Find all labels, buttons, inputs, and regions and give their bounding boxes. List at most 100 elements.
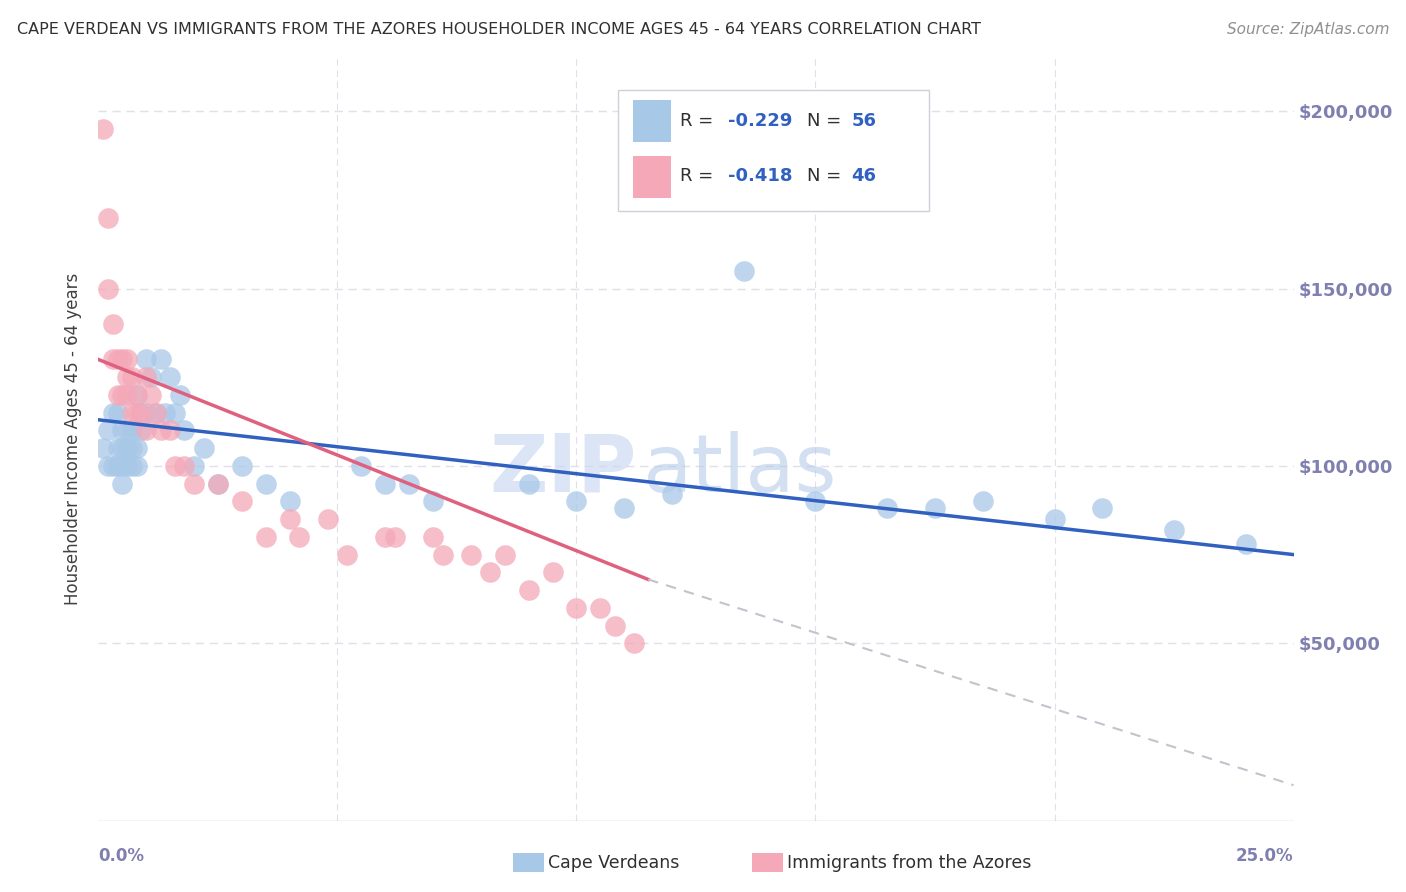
- Point: [517, 476, 540, 491]
- Point: [169, 388, 191, 402]
- Point: [115, 424, 138, 438]
- Point: [149, 352, 172, 367]
- Text: Cape Verdeans: Cape Verdeans: [548, 854, 679, 871]
- Text: 0.0%: 0.0%: [98, 847, 145, 865]
- Point: [278, 494, 301, 508]
- Point: [135, 370, 157, 384]
- Text: R =: R =: [681, 167, 720, 186]
- Y-axis label: Householder Income Ages 45 - 64 years: Householder Income Ages 45 - 64 years: [63, 273, 82, 606]
- Point: [159, 424, 181, 438]
- Point: [350, 458, 373, 473]
- Point: [159, 370, 181, 384]
- Point: [145, 406, 167, 420]
- Point: [254, 476, 277, 491]
- Point: [603, 618, 626, 632]
- Point: [115, 370, 138, 384]
- Point: [97, 211, 120, 225]
- Point: [163, 406, 186, 420]
- Text: CAPE VERDEAN VS IMMIGRANTS FROM THE AZORES HOUSEHOLDER INCOME AGES 45 - 64 YEARS: CAPE VERDEAN VS IMMIGRANTS FROM THE AZOR…: [17, 22, 981, 37]
- Point: [139, 388, 162, 402]
- Point: [183, 458, 205, 473]
- Point: [231, 494, 253, 508]
- Point: [121, 424, 143, 438]
- Point: [422, 530, 444, 544]
- Point: [398, 476, 420, 491]
- Point: [145, 406, 167, 420]
- Point: [231, 458, 253, 473]
- Text: 25.0%: 25.0%: [1236, 847, 1294, 865]
- Point: [422, 494, 444, 508]
- Point: [613, 501, 636, 516]
- Point: [107, 352, 129, 367]
- Text: -0.418: -0.418: [728, 167, 793, 186]
- FancyBboxPatch shape: [619, 90, 929, 211]
- Point: [149, 424, 172, 438]
- Point: [135, 352, 157, 367]
- Bar: [633, 100, 671, 142]
- Point: [623, 636, 645, 650]
- Point: [384, 530, 406, 544]
- Point: [804, 494, 827, 508]
- Point: [541, 566, 564, 580]
- Point: [163, 458, 186, 473]
- Point: [733, 264, 755, 278]
- Point: [107, 406, 129, 420]
- Text: atlas: atlas: [643, 431, 837, 508]
- Point: [101, 317, 124, 331]
- Point: [479, 566, 502, 580]
- Point: [115, 352, 138, 367]
- Text: N =: N =: [807, 112, 846, 129]
- Text: 46: 46: [852, 167, 876, 186]
- Point: [173, 458, 195, 473]
- Point: [107, 388, 129, 402]
- Point: [589, 600, 612, 615]
- Point: [125, 388, 148, 402]
- Point: [972, 494, 994, 508]
- Point: [101, 406, 124, 420]
- Point: [288, 530, 311, 544]
- Point: [278, 512, 301, 526]
- Point: [494, 548, 516, 562]
- Text: R =: R =: [681, 112, 720, 129]
- Point: [135, 406, 157, 420]
- Point: [97, 458, 120, 473]
- Point: [115, 458, 138, 473]
- Point: [565, 600, 588, 615]
- Point: [193, 441, 215, 455]
- Point: [121, 458, 143, 473]
- Point: [125, 441, 148, 455]
- Point: [115, 388, 138, 402]
- Point: [131, 424, 153, 438]
- Point: [97, 281, 120, 295]
- Point: [254, 530, 277, 544]
- Text: 56: 56: [852, 112, 876, 129]
- Point: [125, 388, 148, 402]
- Point: [374, 530, 396, 544]
- Point: [517, 583, 540, 598]
- Point: [183, 476, 205, 491]
- Bar: [633, 155, 671, 197]
- Point: [107, 441, 129, 455]
- Point: [121, 441, 143, 455]
- Point: [1091, 501, 1114, 516]
- Point: [316, 512, 339, 526]
- Point: [125, 458, 148, 473]
- Point: [924, 501, 946, 516]
- Point: [661, 487, 683, 501]
- Point: [131, 406, 153, 420]
- Point: [111, 441, 134, 455]
- Point: [111, 424, 134, 438]
- Point: [336, 548, 359, 562]
- Point: [111, 476, 134, 491]
- Point: [139, 370, 162, 384]
- Point: [432, 548, 454, 562]
- Point: [1234, 537, 1257, 551]
- Point: [101, 458, 124, 473]
- Point: [107, 458, 129, 473]
- Point: [101, 352, 124, 367]
- Text: -0.229: -0.229: [728, 112, 793, 129]
- Point: [565, 494, 588, 508]
- Point: [173, 424, 195, 438]
- Point: [374, 476, 396, 491]
- Point: [1043, 512, 1066, 526]
